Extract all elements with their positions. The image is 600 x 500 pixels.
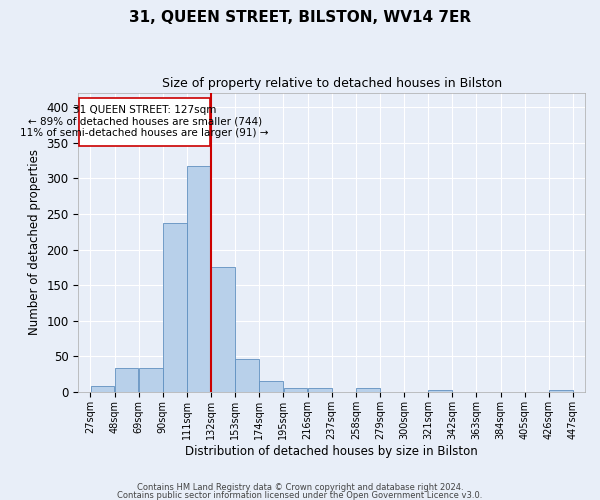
Text: 31 QUEEN STREET: 127sqm: 31 QUEEN STREET: 127sqm bbox=[73, 105, 217, 115]
Bar bbox=[356, 388, 380, 392]
Bar bbox=[163, 222, 187, 392]
Y-axis label: Number of detached properties: Number of detached properties bbox=[28, 150, 41, 336]
Bar bbox=[284, 388, 307, 392]
Bar bbox=[139, 368, 163, 392]
Bar bbox=[259, 382, 283, 392]
Text: 11% of semi-detached houses are larger (91) →: 11% of semi-detached houses are larger (… bbox=[20, 128, 269, 138]
Title: Size of property relative to detached houses in Bilston: Size of property relative to detached ho… bbox=[161, 78, 502, 90]
Text: ← 89% of detached houses are smaller (744): ← 89% of detached houses are smaller (74… bbox=[28, 116, 262, 126]
Bar bbox=[549, 390, 573, 392]
Bar bbox=[235, 359, 259, 392]
FancyBboxPatch shape bbox=[79, 98, 211, 146]
Bar bbox=[91, 386, 115, 392]
Bar bbox=[428, 390, 452, 392]
Text: Contains public sector information licensed under the Open Government Licence v3: Contains public sector information licen… bbox=[118, 490, 482, 500]
Text: 31, QUEEN STREET, BILSTON, WV14 7ER: 31, QUEEN STREET, BILSTON, WV14 7ER bbox=[129, 10, 471, 25]
Bar bbox=[187, 166, 211, 392]
Bar bbox=[115, 368, 139, 392]
Text: Contains HM Land Registry data © Crown copyright and database right 2024.: Contains HM Land Registry data © Crown c… bbox=[137, 484, 463, 492]
X-axis label: Distribution of detached houses by size in Bilston: Distribution of detached houses by size … bbox=[185, 444, 478, 458]
Bar bbox=[211, 268, 235, 392]
Bar bbox=[308, 388, 332, 392]
